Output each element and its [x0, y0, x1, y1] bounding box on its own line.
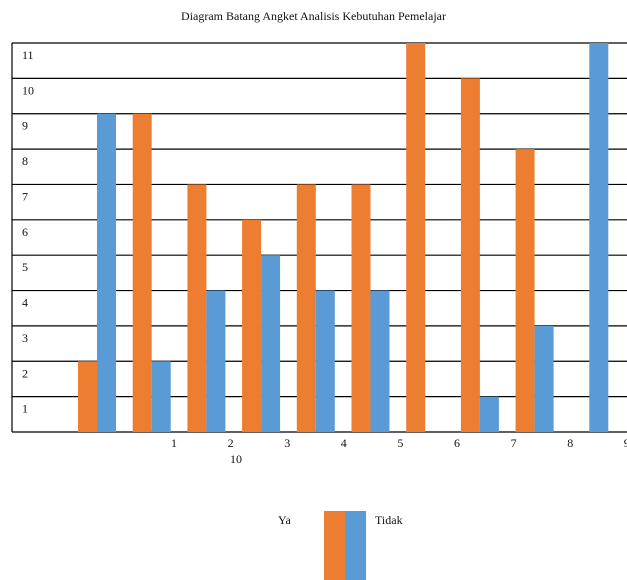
legend-label-tidak: Tidak	[375, 513, 403, 527]
x-tick-label: 8	[567, 436, 573, 450]
x-tick-label: 9	[624, 436, 627, 450]
x-axis-tick-labels: 1 2 3 4 5 6 7 8 9 10	[171, 436, 627, 466]
bar-ya	[460, 78, 480, 432]
bar-tidak	[97, 113, 116, 433]
x-tick-label: 2	[228, 436, 234, 450]
legend-label-ya: Ya	[278, 513, 291, 527]
bars	[78, 43, 609, 433]
bar-tidak	[151, 361, 171, 432]
y-tick-label: 1	[22, 402, 28, 416]
bar-ya	[351, 184, 371, 432]
y-tick-label: 7	[22, 189, 28, 203]
y-tick-label: 8	[22, 154, 28, 168]
bar-ya	[406, 43, 426, 432]
bar-ya	[242, 219, 262, 432]
y-tick-label: 3	[22, 331, 28, 345]
y-tick-label: 2	[22, 366, 28, 380]
x-tick-label: 1	[171, 436, 177, 450]
x-tick-label: 10	[230, 452, 242, 466]
y-tick-label: 9	[22, 119, 28, 133]
bar-tidak	[315, 290, 335, 432]
y-tick-label: 6	[22, 225, 28, 239]
y-tick-label: 4	[22, 296, 28, 310]
x-tick-label: 7	[511, 436, 517, 450]
bar-tidak	[589, 43, 609, 432]
bar-tidak	[370, 290, 390, 432]
chart-title: Diagram Batang Angket Analisis Kebutuhan…	[181, 9, 446, 23]
bar-ya	[515, 149, 535, 432]
x-tick-label: 6	[454, 436, 460, 450]
legend-swatch-ya	[324, 511, 345, 580]
y-tick-label: 11	[22, 48, 34, 62]
x-tick-label: 4	[341, 436, 347, 450]
bar-ya	[296, 184, 316, 432]
x-tick-label: 5	[397, 436, 403, 450]
y-axis-tick-labels: 1 2 3 4 5 6 7 8 9 10 11	[22, 48, 34, 416]
bar-ya	[78, 361, 97, 432]
bar-tidak	[206, 290, 226, 432]
bar-ya	[132, 113, 152, 433]
y-tick-label: 5	[22, 260, 28, 274]
bar-tidak	[534, 325, 554, 432]
bar-tidak	[479, 396, 499, 432]
bar-tidak	[261, 255, 281, 432]
x-tick-label: 3	[284, 436, 290, 450]
legend-swatch-tidak	[345, 511, 366, 580]
y-tick-label: 10	[22, 83, 34, 97]
bar-ya	[187, 184, 207, 432]
